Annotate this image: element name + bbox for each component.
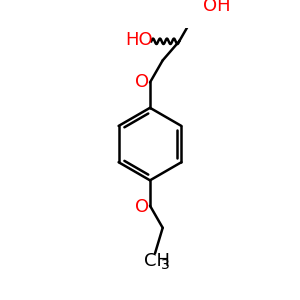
Text: O: O	[135, 198, 149, 216]
Text: OH: OH	[202, 0, 230, 15]
Text: CH: CH	[144, 252, 170, 270]
Text: HO: HO	[126, 32, 153, 50]
Text: 3: 3	[161, 258, 170, 272]
Text: O: O	[135, 73, 149, 91]
